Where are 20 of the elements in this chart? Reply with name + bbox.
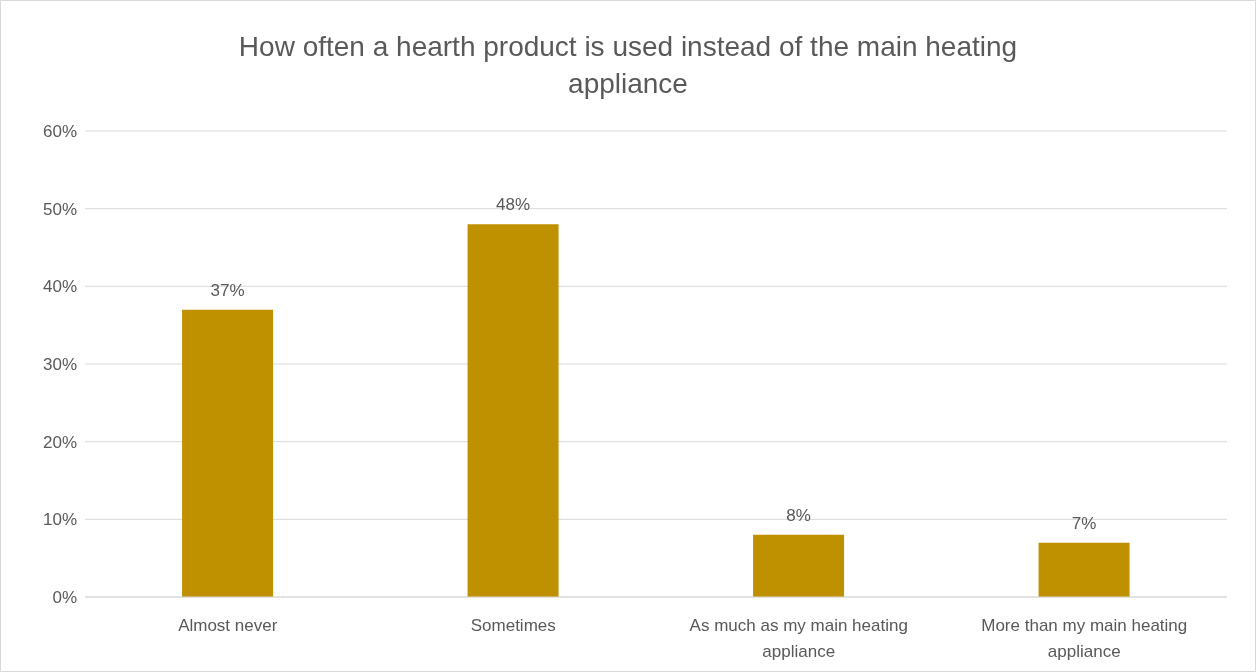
chart-title: How often a hearth product is used instead of the main heating appliance — [237, 30, 1019, 101]
data-label: 37% — [210, 280, 245, 300]
data-label: 7% — [1071, 513, 1097, 533]
y-tick-label: 40% — [42, 277, 77, 297]
y-tick-label: 50% — [42, 199, 77, 219]
bar — [753, 534, 845, 597]
data-label: 48% — [496, 195, 531, 215]
x-tick-label: Almost never — [178, 616, 278, 635]
y-tick-label: 10% — [42, 510, 77, 530]
bar — [182, 309, 274, 597]
x-tick-label: As much as my main heating appliance — [689, 616, 908, 661]
x-tick-label: More than my main heating appliance — [981, 616, 1188, 661]
bar — [1038, 542, 1130, 597]
y-tick-label: 0% — [52, 588, 77, 608]
y-tick-label: 30% — [42, 355, 77, 375]
data-label: 8% — [786, 505, 811, 525]
bar — [467, 224, 559, 597]
y-tick-label: 20% — [42, 432, 77, 452]
y-tick-label: 60% — [42, 122, 77, 142]
x-tick-label: Sometimes — [470, 616, 556, 635]
